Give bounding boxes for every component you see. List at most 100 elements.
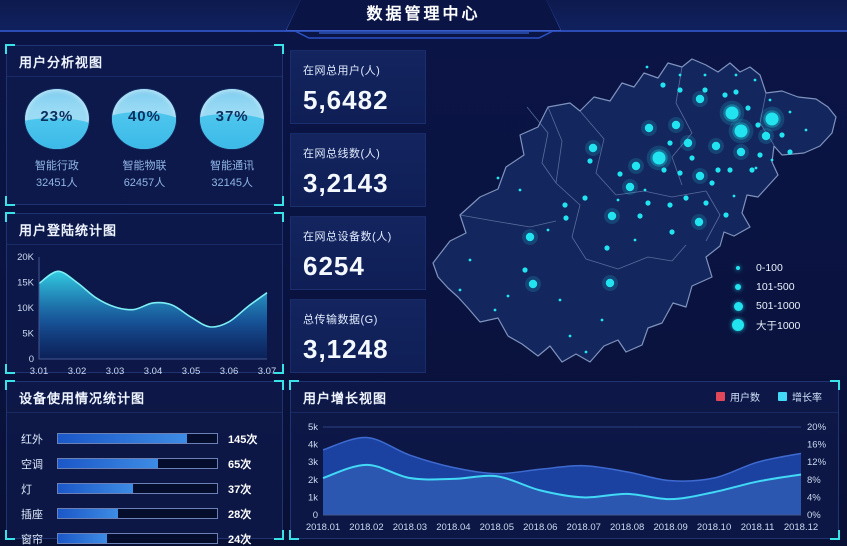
map-dot	[678, 73, 682, 77]
map-dot	[695, 171, 705, 181]
corner-bracket	[830, 380, 840, 390]
stat-value: 3,2143	[303, 168, 389, 198]
map-dot	[458, 288, 462, 292]
map-legend-row: 0-100	[730, 261, 800, 275]
map-legend-row: 大于1000	[730, 318, 800, 332]
map-dot	[757, 152, 763, 158]
map-dot	[722, 92, 728, 98]
map-dot	[528, 279, 538, 289]
map-dot	[754, 166, 758, 170]
stat-label: 在网总设备数(人)	[303, 231, 392, 243]
legend-item-增长率[interactable]: 增长率	[778, 389, 822, 404]
stat-label: 总传输数据(G)	[303, 314, 378, 326]
map-dot	[522, 267, 528, 273]
corner-bracket	[830, 530, 840, 540]
map-dot	[506, 294, 510, 298]
stat-label: 在网总线数(人)	[303, 148, 381, 160]
growth-left-tick: 5k	[308, 422, 318, 433]
panel-title-user-analysis: 用户分析视图	[7, 46, 282, 77]
legend-label: 增长率	[792, 393, 822, 404]
growth-legend: 用户数 增长率	[716, 389, 822, 404]
growth-x-tick: 2018.12	[784, 522, 818, 533]
map-dot	[468, 258, 472, 262]
map-dot	[588, 143, 598, 153]
map-legend-row: 101-500	[730, 280, 800, 294]
page-title: 数据管理中心	[366, 6, 481, 23]
map-dot	[788, 110, 792, 114]
stat-label: 在网总用户(人)	[303, 65, 381, 77]
login-chart-wrap: 0 5K 10K 15K 20K 3.01 3.02 3.03 3.04 3.05 3.06 3.07	[7, 245, 282, 386]
login-x-tick: 3.04	[144, 366, 163, 377]
map-dot	[667, 202, 673, 208]
map-dot	[702, 87, 708, 93]
stat-value: 3,1248	[303, 334, 389, 364]
map-dot	[563, 215, 569, 221]
login-x-tick: 3.06	[220, 366, 239, 377]
map-dot	[765, 112, 779, 126]
login-x-tick: 3.02	[68, 366, 87, 377]
panel-login-stats: 用户登陆统计图 0 5K 10K 15K 20K 3.01 3.02 3.03 3.04 3.05…	[5, 212, 284, 377]
growth-left-tick: 4k	[308, 440, 318, 451]
gauges: 23% 智能行政 32451人 40% 智能物联 62457人 37% 智能通讯 32145人	[7, 77, 282, 192]
map-legend-label: 501-1000	[756, 300, 801, 312]
growth-area-chart: 0 1k 2k 3k 4k 5k 0% 4% 8% 12% 16% 20% 2018.01 2018.02…	[306, 422, 827, 533]
corner-bracket	[274, 380, 284, 390]
login-y-tick: 20K	[17, 252, 35, 263]
map-dot	[711, 141, 721, 151]
map-legend-dot	[736, 266, 740, 270]
growth-x-tick: 2018.03	[393, 522, 427, 533]
legend-swatch	[778, 392, 787, 401]
map-legend-dot	[732, 319, 744, 331]
device-bar-row: 窗帘 24次	[21, 526, 268, 546]
gauge-percent: 37%	[215, 108, 249, 125]
map-dot	[518, 188, 522, 192]
corner-bracket	[5, 364, 15, 374]
map-dot	[660, 82, 666, 88]
growth-chart-wrap: 0 1k 2k 3k 4k 5k 0% 4% 8% 12% 16% 20% 2018.01 2018.02…	[291, 413, 838, 546]
corner-bracket	[5, 530, 15, 540]
gauge-circle: 37%	[200, 89, 265, 149]
map-dot	[804, 128, 808, 132]
map-dot	[671, 120, 681, 130]
growth-right-tick: 16%	[807, 440, 827, 451]
map-dot	[734, 124, 748, 138]
stat-card: 在网总设备数(人) 6254	[290, 216, 426, 290]
legend-item-用户数[interactable]: 用户数	[716, 389, 760, 404]
gauge-wave	[112, 111, 177, 149]
gauge-percent: 23%	[40, 108, 74, 125]
device-bar-value: 145次	[228, 433, 258, 446]
device-bar-row: 灯 37次	[21, 476, 268, 501]
gauge-wave	[24, 117, 89, 149]
map-dot	[661, 167, 667, 173]
growth-line	[322, 463, 802, 501]
legend-label: 用户数	[730, 393, 760, 404]
map-dot	[493, 308, 497, 312]
login-area-chart: 0 5K 10K 15K 20K 3.01 3.02 3.03 3.04 3.05 3.06 3.07	[17, 252, 276, 377]
growth-x-tick: 2018.05	[480, 522, 514, 533]
region-map: 0-100 101-500 501-1000 大于1000	[430, 45, 842, 377]
map-dot	[734, 73, 738, 77]
stat-card: 在网总线数(人) 3,2143	[290, 133, 426, 207]
corner-bracket	[274, 196, 284, 206]
map-legend-dot-box	[730, 319, 746, 331]
map-dot	[677, 170, 683, 176]
map-legend-label: 101-500	[756, 281, 795, 293]
title-plate: 数据管理中心	[286, 0, 562, 31]
map-legend-dot	[733, 301, 743, 311]
map-dot	[584, 350, 588, 354]
map-dot	[695, 94, 705, 104]
stat-cards: 在网总用户(人) 5,6482 在网总线数(人) 3,2143 在网总设备数(人) 625…	[290, 50, 426, 373]
map-dot	[568, 334, 572, 338]
growth-x-tick: 2018.06	[523, 522, 557, 533]
map-dot	[625, 182, 635, 192]
panel-user-analysis: 用户分析视图 23% 智能行政 32451人 40% 智能物联 62457人 37% 智能通讯…	[5, 44, 284, 206]
map-legend-label: 0-100	[756, 262, 783, 274]
device-bar-label: 空调	[21, 458, 43, 471]
corner-bracket	[5, 196, 15, 206]
map-dot	[617, 171, 623, 177]
map-canvas	[432, 58, 837, 363]
gauge-name: 智能通讯	[210, 160, 255, 172]
map-dot	[637, 213, 643, 219]
map-dot	[689, 155, 695, 161]
